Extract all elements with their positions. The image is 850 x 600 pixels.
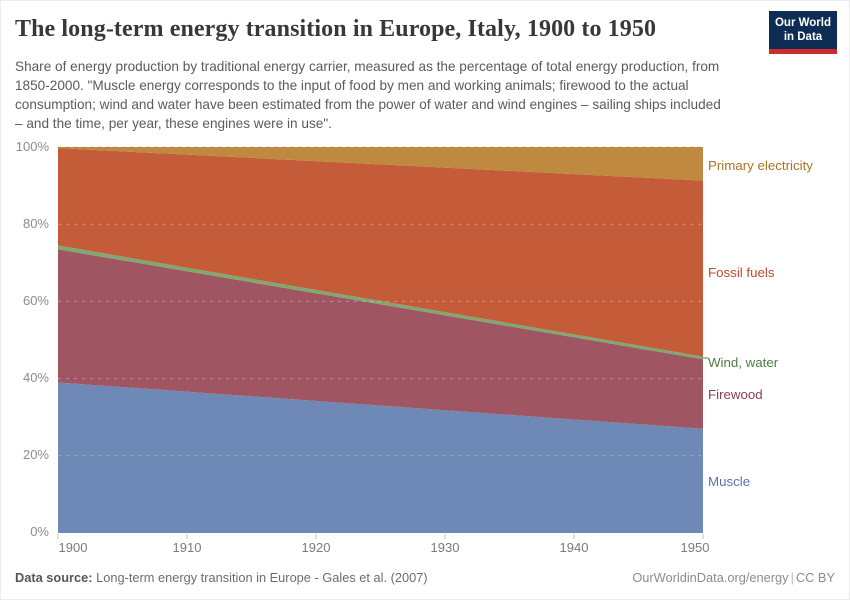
area-wind-water[interactable] [58,245,703,360]
data-source-label: Data source: [15,570,93,585]
x-tick-1930: 1930 [430,540,460,555]
license-label: CC BY [795,570,835,585]
x-tick-1910: 1910 [172,540,202,555]
owid-logo-line1: Our World [774,16,831,29]
data-source: Data source: Long-term energy transition… [15,570,428,585]
y-tick-40: 40% [22,370,49,385]
chart-title: The long-term energy transition in Europ… [15,16,657,42]
y-tick-0: 0% [30,524,49,539]
legend-primary-electricity[interactable]: Primary electricity [708,158,813,173]
area-muscle[interactable] [58,382,703,533]
area-fossil-fuels[interactable] [58,148,703,357]
data-source-value: Long-term energy transition in Europe - … [96,570,428,585]
owid-logo[interactable]: Our World in Data [769,11,837,54]
y-tick-100: 100% [15,139,49,154]
owid-logo-stripe [769,49,837,54]
x-tick-1940: 1940 [559,540,589,555]
y-tick-60: 60% [22,293,49,308]
owid-logo-text: Our World in Data [769,11,837,49]
owid-logo-line2: in Data [783,31,823,43]
legend-fossil-fuels[interactable]: Fossil fuels [708,265,775,280]
footer-separator: | [790,570,794,585]
y-tick-20: 20% [22,447,49,462]
legend-firewood[interactable]: Firewood [708,387,763,402]
owid-url-link[interactable]: OurWorldinData.org/energy [632,570,789,585]
x-tick-1920: 1920 [301,540,331,555]
area-firewood[interactable] [58,249,703,429]
x-tick-1950: 1950 [680,540,710,555]
legend-wind-water[interactable]: Wind, water [708,355,779,370]
x-tick-1900: 1900 [58,540,88,555]
footer-credit: OurWorldinData.org/energy | CC BY [632,570,835,585]
area-primary-electricity[interactable] [58,147,703,181]
chart-subtitle: Share of energy production by traditiona… [15,59,721,132]
y-tick-80: 80% [22,216,49,231]
legend-muscle[interactable]: Muscle [708,474,751,489]
